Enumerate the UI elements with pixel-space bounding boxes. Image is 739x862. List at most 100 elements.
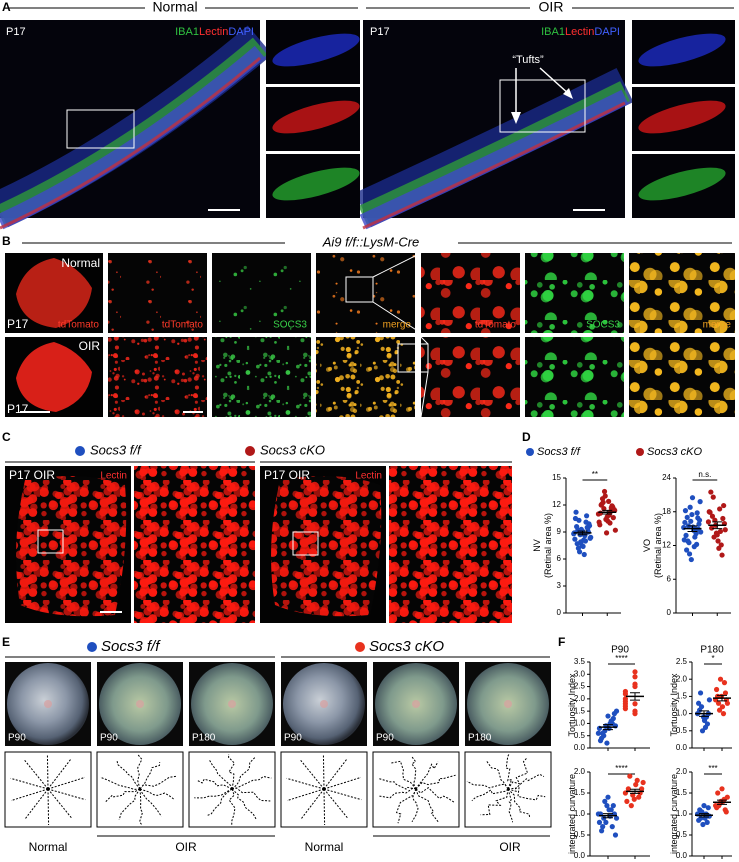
tissue-layer bbox=[0, 56, 261, 230]
condition-label: Normal bbox=[305, 840, 344, 854]
legend-dot bbox=[636, 448, 644, 456]
significance-label: *** bbox=[708, 764, 717, 773]
group-label: Socs3 f/f bbox=[90, 442, 142, 457]
panel-letter: B bbox=[2, 234, 11, 248]
vessel-trace bbox=[507, 787, 546, 801]
signal bbox=[272, 167, 360, 201]
y-tick-label: 0.5 bbox=[676, 726, 688, 735]
image-panel bbox=[108, 337, 207, 417]
vessel-trace bbox=[116, 760, 141, 790]
data-point bbox=[580, 543, 586, 550]
data-point bbox=[698, 704, 705, 710]
panel-letter: E bbox=[2, 635, 10, 649]
vessel-trace bbox=[507, 773, 545, 793]
data-point bbox=[608, 505, 614, 511]
image-panel bbox=[499, 79, 586, 133]
y-axis-label: NV bbox=[532, 539, 542, 552]
data-point bbox=[709, 513, 716, 519]
vessel-trace bbox=[323, 759, 347, 790]
data-point bbox=[717, 528, 724, 535]
vessel-trace bbox=[47, 776, 86, 790]
arrow-head bbox=[511, 112, 521, 124]
data-point bbox=[574, 524, 580, 530]
data-point bbox=[681, 537, 687, 543]
stage-label: P180 bbox=[192, 733, 216, 744]
data-point bbox=[576, 517, 582, 523]
data-point bbox=[597, 510, 604, 516]
data-point bbox=[600, 730, 606, 736]
chart-title: P180 bbox=[700, 645, 724, 656]
vessel-trace bbox=[480, 788, 509, 816]
significance-label: **** bbox=[615, 654, 627, 663]
data-point bbox=[573, 509, 579, 515]
vessel-trace bbox=[139, 762, 161, 790]
vessel-trace bbox=[378, 787, 417, 799]
data-point bbox=[708, 489, 714, 495]
vessel-trace bbox=[139, 775, 177, 790]
vessel-trace bbox=[231, 756, 256, 790]
data-point bbox=[713, 686, 720, 693]
y-tick-label: 15 bbox=[552, 473, 561, 482]
data-point bbox=[602, 493, 608, 499]
y-tick-label: 2.0 bbox=[676, 674, 688, 683]
y-tick-label: 0.5 bbox=[574, 731, 586, 740]
vessel-trace bbox=[228, 788, 236, 826]
data-point bbox=[684, 514, 690, 520]
data-point bbox=[718, 542, 724, 548]
data-point bbox=[595, 730, 602, 736]
y-tick-label: 0.5 bbox=[676, 830, 688, 839]
vessel-trace bbox=[105, 788, 141, 802]
image-panel bbox=[345, 276, 374, 303]
flatmount bbox=[16, 476, 127, 617]
optic-disc bbox=[136, 700, 144, 708]
tissue-layer bbox=[0, 45, 266, 230]
image-panel bbox=[389, 466, 512, 623]
data-point bbox=[717, 506, 723, 512]
image-panel bbox=[292, 531, 319, 556]
data-point bbox=[682, 519, 688, 526]
stage-label: P17 OIR bbox=[9, 468, 55, 482]
vessel-trace bbox=[322, 753, 325, 790]
channel-label: tdTomato bbox=[475, 320, 517, 331]
vessel-trace bbox=[323, 776, 362, 790]
y-tick-label: 0 bbox=[667, 608, 672, 617]
whole-retina bbox=[16, 342, 92, 412]
vessel-trace bbox=[301, 788, 325, 819]
y-axis-label: integrated curvature bbox=[669, 774, 679, 854]
data-point bbox=[574, 541, 580, 547]
stage-label: P17 bbox=[7, 402, 29, 416]
data-point bbox=[700, 714, 707, 720]
group-label: Socs3 cKO bbox=[260, 442, 325, 457]
data-point bbox=[604, 740, 610, 746]
data-point bbox=[717, 676, 724, 682]
y-tick-label: 0.0 bbox=[574, 743, 586, 752]
data-point bbox=[599, 828, 605, 834]
vessel-trace bbox=[378, 777, 417, 790]
vessel-trace bbox=[196, 778, 233, 790]
data-point bbox=[718, 798, 724, 805]
data-point bbox=[639, 786, 645, 792]
image-panel bbox=[134, 466, 255, 623]
data-point bbox=[608, 807, 614, 813]
error-bar bbox=[603, 813, 613, 819]
y-tick-label: 0.0 bbox=[676, 743, 688, 752]
vessel-trace bbox=[286, 777, 325, 790]
data-point bbox=[612, 832, 619, 838]
optic-disc bbox=[412, 700, 420, 708]
vessel-trace bbox=[300, 759, 325, 790]
group-label: Socs3 cKO bbox=[369, 638, 444, 655]
chart-title: P90 bbox=[611, 645, 629, 656]
channel-label: SOCS3 bbox=[586, 320, 620, 331]
optic-disc bbox=[504, 700, 512, 708]
data-point bbox=[691, 544, 697, 550]
data-point bbox=[605, 794, 611, 800]
channel-label: merge bbox=[703, 320, 732, 331]
stage-label: P17 OIR bbox=[264, 468, 310, 482]
stain-name: Lectin bbox=[199, 26, 228, 38]
error-bar bbox=[630, 692, 640, 701]
tissue-layer bbox=[359, 89, 629, 230]
image-panel bbox=[525, 253, 624, 333]
data-point bbox=[701, 803, 707, 809]
vessel-trace bbox=[139, 788, 175, 801]
data-point bbox=[584, 513, 590, 519]
